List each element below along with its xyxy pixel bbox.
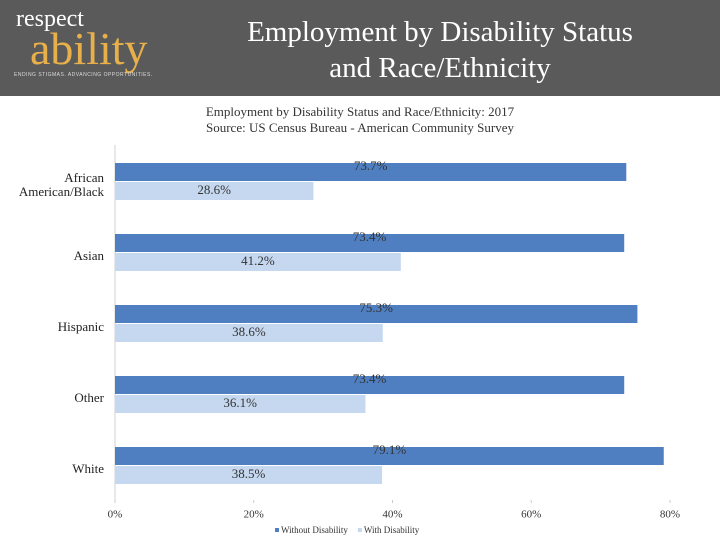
category-label: African American/Black	[18, 169, 104, 199]
chart-title: Employment by Disability Status and Race…	[206, 104, 515, 119]
legend-label: Without Disability	[281, 525, 348, 535]
data-label: 38.5%	[232, 466, 266, 481]
x-tick-label: 20%	[244, 509, 264, 521]
data-label: 38.6%	[232, 324, 266, 339]
data-label: 36.1%	[223, 395, 257, 410]
category-label: Asian	[73, 247, 104, 263]
bar	[115, 253, 401, 271]
data-label: 73.4%	[353, 371, 387, 386]
data-label: 73.4%	[353, 229, 387, 244]
header-title: Employment by Disability Status	[247, 16, 633, 48]
x-tick-label: 40%	[382, 509, 402, 521]
bar	[115, 447, 664, 465]
bar	[115, 395, 366, 413]
logo-tagline: ENDING STIGMAS. ADVANCING OPPORTUNITIES.	[14, 72, 153, 78]
category-label: Other	[74, 389, 104, 405]
data-label: 75.3%	[359, 300, 393, 315]
bar	[115, 376, 625, 394]
data-label: 79.1%	[373, 442, 407, 457]
bar	[115, 163, 627, 181]
legend-label: With Disability	[364, 525, 420, 535]
data-label: 73.7%	[354, 158, 388, 173]
bar	[115, 324, 383, 342]
bar	[115, 234, 625, 252]
legend-swatch	[275, 528, 279, 532]
x-tick-label: 60%	[521, 509, 541, 521]
bar	[115, 305, 638, 323]
logo-top: respect	[16, 6, 84, 32]
x-tick-label: 0%	[108, 509, 123, 521]
category-label: White	[72, 460, 104, 476]
category-label: Hispanic	[57, 318, 104, 334]
bar	[115, 466, 383, 484]
chart-title: Source: US Census Bureau - American Comm…	[206, 120, 514, 135]
header-title: and Race/Ethnicity	[329, 52, 551, 84]
x-tick-label: 80%	[660, 509, 680, 521]
legend-swatch	[357, 528, 362, 532]
header: respect ability ENDING STIGMAS. ADVANCIN…	[0, 0, 720, 96]
data-label: 28.6%	[197, 182, 231, 197]
logo-main: ability	[30, 23, 148, 74]
data-label: 41.2%	[241, 253, 275, 268]
bar	[115, 182, 314, 200]
